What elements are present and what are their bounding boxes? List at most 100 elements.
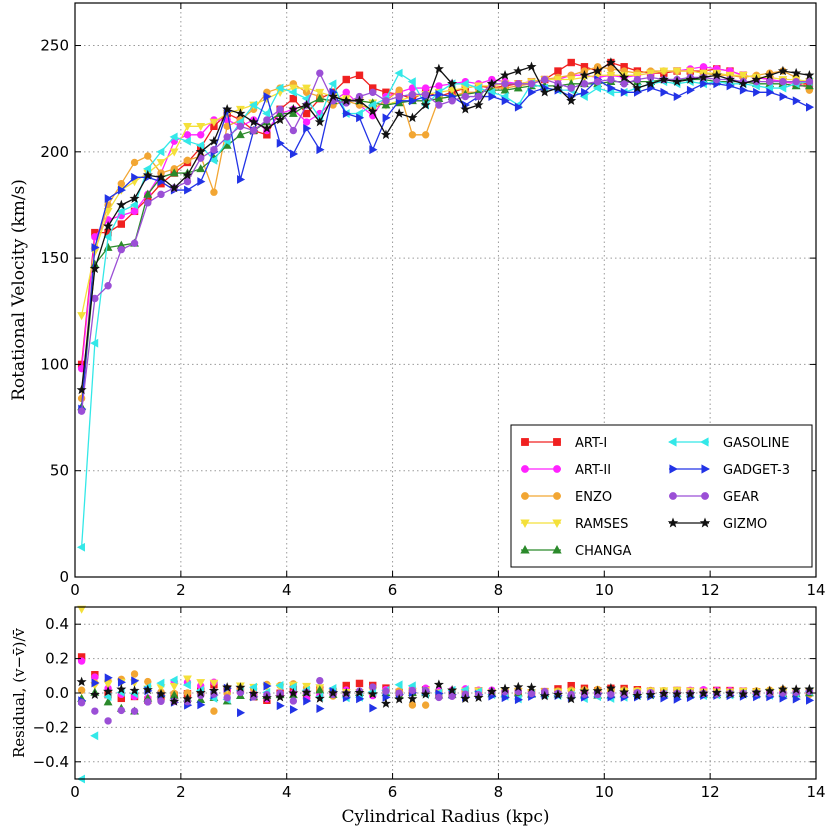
residual-point-gizmo (632, 690, 643, 700)
data-point-gizmo (208, 135, 219, 146)
data-point-gasoline (129, 200, 138, 210)
data-point-gizmo (420, 99, 431, 110)
data-point-enzo (607, 65, 615, 73)
residual-point-gasoline (90, 731, 99, 741)
data-point-ramses (196, 122, 206, 132)
y-tick-label: 0.4 (45, 615, 69, 633)
legend-label: GASOLINE (723, 436, 789, 451)
residual-point-gadget-3 (501, 693, 510, 703)
data-point-ramses (606, 71, 616, 80)
series-line-ramses (80, 70, 810, 316)
data-point-gasoline (473, 83, 482, 93)
residual-point-gadget-3 (369, 703, 378, 713)
data-point-gear (514, 80, 522, 88)
residual-point-gizmo (407, 693, 418, 704)
x-tick-label: 0 (70, 783, 80, 801)
residual-point-gear (157, 697, 165, 705)
data-point-gasoline (143, 164, 152, 174)
data-point-gizmo (566, 95, 577, 106)
data-point-changa (143, 189, 153, 198)
x-tick-label: 12 (701, 581, 720, 599)
data-point-gizmo (539, 87, 550, 97)
data-point-gear (527, 80, 536, 88)
data-point-gear (792, 77, 800, 86)
legend-marker (701, 464, 710, 474)
data-point-gadget-3 (739, 85, 748, 95)
data-point-gadget-3 (753, 87, 762, 97)
data-point-gadget-3 (382, 113, 391, 123)
data-point-art-ii (699, 63, 708, 71)
residual-point-gadget-3 (303, 696, 312, 706)
residual-point-art-i (355, 679, 364, 688)
data-point-gasoline (592, 83, 602, 93)
data-point-gizmo (738, 78, 749, 89)
data-point-gadget-3 (104, 194, 113, 204)
residual-point-gizmo (354, 687, 365, 697)
data-point-gadget-3 (289, 149, 299, 159)
bottom-panel-series (76, 605, 815, 784)
data-point-gizmo (486, 78, 497, 89)
data-point-gear (104, 282, 112, 290)
data-point-gizmo (645, 78, 656, 89)
data-point-gadget-3 (276, 138, 285, 148)
data-point-gasoline (196, 141, 205, 150)
data-point-gadget-3 (726, 81, 735, 91)
data-point-gasoline (394, 68, 403, 78)
residual-point-gizmo (672, 688, 683, 699)
residual-point-gizmo (777, 684, 788, 694)
residual-point-gadget-3 (673, 694, 682, 704)
series-gear (77, 69, 814, 415)
data-point-gear (263, 116, 271, 124)
residual-point-gizmo (473, 692, 484, 702)
data-point-gizmo (592, 65, 603, 76)
top-panel-series (76, 57, 815, 552)
data-point-gizmo (552, 82, 563, 93)
data-point-gadget-3 (409, 96, 418, 106)
data-point-changa (235, 130, 245, 139)
residual-point-gizmo (447, 684, 458, 695)
data-point-gadget-3 (342, 109, 351, 118)
data-point-gadget-3 (581, 87, 590, 97)
data-point-art-i (342, 75, 350, 84)
data-point-ramses (738, 71, 748, 80)
legend-item-gizmo: GIZMO (667, 517, 767, 532)
x-tick-label: 14 (806, 783, 825, 801)
residual-point-gizmo (619, 686, 630, 697)
series-line-art-ii (80, 66, 810, 369)
data-point-gizmo (248, 116, 259, 127)
top-y-axis-label: Rotational Velocity (km/s) (9, 179, 29, 401)
series-line-enzo (80, 66, 810, 399)
x-tick-label: 0 (70, 581, 80, 599)
data-point-gasoline (288, 87, 297, 97)
residual-point-gizmo (341, 687, 352, 698)
data-point-art-ii (183, 131, 192, 139)
residual-point-gizmo (156, 688, 167, 699)
residual-point-gear (408, 686, 417, 695)
residual-point-gizmo (275, 691, 286, 702)
data-point-ramses (156, 159, 166, 168)
series-ramses (77, 67, 814, 321)
residual-point-gadget-3 (131, 676, 140, 686)
data-point-ramses (288, 84, 298, 93)
residual-gizmo (76, 676, 815, 708)
y-tick-label: 100 (40, 355, 69, 373)
top-panel-frame (74, 2, 817, 578)
x-tick-label: 10 (595, 783, 614, 801)
legend-marker (520, 519, 530, 528)
legend-marker (669, 464, 678, 474)
data-point-gasoline (156, 147, 165, 157)
residual-point-gizmo (500, 683, 511, 694)
data-point-gasoline (116, 206, 125, 216)
data-point-gadget-3 (700, 79, 709, 89)
residual-point-gizmo (460, 693, 471, 703)
residual-point-enzo (210, 707, 218, 715)
y-tick-label: 200 (40, 143, 69, 161)
data-point-ramses (315, 88, 325, 97)
residual-point-gadget-3 (237, 708, 246, 718)
data-point-gizmo (672, 76, 683, 86)
residual-point-gizmo (288, 687, 299, 698)
series-line-gizmo (80, 61, 810, 390)
residual-point-enzo (408, 701, 417, 709)
data-point-gizmo (89, 263, 100, 274)
